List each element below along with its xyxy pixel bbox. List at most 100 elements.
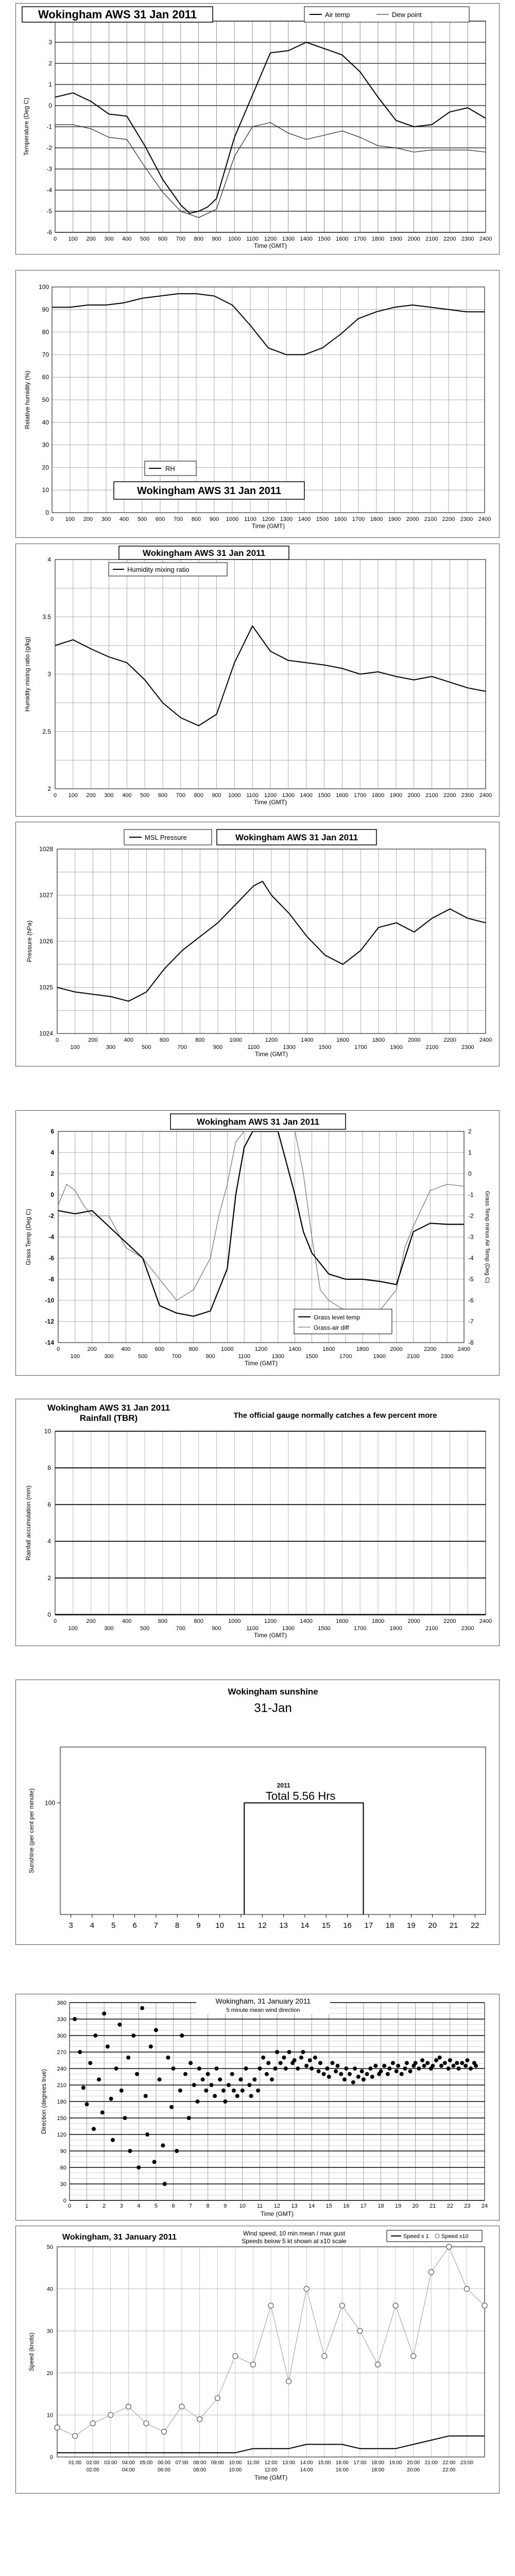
chart-title-box xyxy=(216,829,377,845)
wind-direction-point xyxy=(240,2088,245,2093)
x-tick-label: 1800 xyxy=(372,792,384,799)
legend xyxy=(386,2230,483,2242)
x-tick-label: 20 xyxy=(428,1921,437,1930)
x-tick-label: 21 xyxy=(430,2203,436,2209)
y-tick-label: 30 xyxy=(47,2328,53,2334)
wind-direction-point xyxy=(292,2058,297,2062)
wind-direction-point xyxy=(321,2072,326,2076)
x-tick-label: 20:00 xyxy=(407,2467,420,2473)
chart-subtitle: Wind speed, 10 min mean / max gust xyxy=(243,2230,346,2237)
wind-direction-point xyxy=(446,2066,451,2071)
legend-label-dew-point: Dew point xyxy=(392,11,422,19)
x-tick-label: 2300 xyxy=(460,516,473,522)
x-tick-label: 1300 xyxy=(283,1044,295,1050)
series-speed-x10-marker xyxy=(464,2285,470,2292)
x-tick-label: 20:00 xyxy=(407,2460,420,2466)
plot-area xyxy=(57,2246,485,2458)
x-tick-label: 1800 xyxy=(372,236,384,242)
plot-area xyxy=(52,286,485,513)
wind-direction-point xyxy=(73,2017,77,2021)
wind-direction-point xyxy=(353,2066,357,2071)
wind-direction-point xyxy=(230,2072,234,2076)
chart-title-box xyxy=(113,481,305,500)
wind-direction-point xyxy=(100,2110,105,2115)
y-tick-label: 2 xyxy=(48,60,52,67)
y-tick-label: 20 xyxy=(42,464,49,471)
wind-direction-point xyxy=(310,2066,314,2071)
series-speed-x10-marker xyxy=(250,2361,256,2368)
x-tick-label: 17 xyxy=(360,2203,367,2209)
chart-grass-temperature: 6 4 2 0 -2 -4 -6 -8 -10 -12 -14 2 1 0 -1 -2 -3 -4 -5 -6 -7 -8… xyxy=(15,1110,500,1376)
x-tick-label: 700 xyxy=(174,516,183,522)
wind-direction-point xyxy=(464,2063,468,2068)
x-tick-label: 1800 xyxy=(370,516,383,522)
wind-direction-point xyxy=(258,2066,262,2071)
x-tick-label: 06:00 xyxy=(158,2460,170,2466)
wind-direction-point xyxy=(282,2055,286,2060)
y-tick-label: 1027 xyxy=(39,892,53,899)
wind-direction-point xyxy=(431,2063,435,2068)
wind-direction-point xyxy=(330,2061,335,2065)
x-tick-label: 1000 xyxy=(229,1037,242,1043)
wind-direction-point xyxy=(313,2055,317,2060)
wind-direction-point xyxy=(385,2072,390,2076)
series-speed-x10-marker xyxy=(410,2353,417,2359)
y-tick-label: 0 xyxy=(50,1191,54,1198)
series-msl-pressure xyxy=(57,880,486,1002)
x-tick-label: 2400 xyxy=(458,1346,470,1352)
y-tick-label: 0 xyxy=(63,2198,66,2204)
y-axis-label: Humidity mixing ratio (g/kg) xyxy=(24,637,31,711)
y-tick-label: -1 xyxy=(46,123,52,130)
y-tick-label: 120 xyxy=(57,2132,66,2138)
chart-title: Wokingham, 31 January 2011 xyxy=(62,2233,177,2242)
x-tick-label: 2300 xyxy=(461,792,474,799)
x-tick-label: 900 xyxy=(212,236,221,242)
y-tick-label: 150 xyxy=(57,2115,66,2122)
y-axis-label: Temperature (Deg C) xyxy=(23,98,30,156)
mixing-ratio-chart-svg: 4 3.5 3 2.5 20 100 200 300 400 500 600 700 800 900 100… xyxy=(24,546,492,806)
y-tick-label: 80 xyxy=(42,329,49,336)
y-tick-label: 2 xyxy=(47,785,51,792)
wind-direction-point xyxy=(316,2069,321,2074)
x-tick-label: 1800 xyxy=(356,1346,369,1352)
y-tick-label: -5 xyxy=(46,208,52,215)
x-tick-label: 4 xyxy=(90,1921,94,1930)
wind-direction-point xyxy=(195,2099,200,2104)
y-tick-label: -10 xyxy=(45,1297,55,1304)
wind-direction-point xyxy=(474,2063,478,2068)
y-tick-label: 100 xyxy=(39,283,49,291)
chart-wind-speed: 50 40 30 20 10 0 01:00 02:00 03:00 04:00 05:00 06:0… xyxy=(15,2226,500,2494)
x-tick-label: 18:00 xyxy=(371,2467,384,2473)
wind-direction-point xyxy=(351,2080,355,2084)
wind-direction-point xyxy=(111,2138,115,2142)
series-speed-x10-marker xyxy=(339,2302,345,2309)
wind-direction-point xyxy=(205,2072,210,2076)
x-tick-label: 1900 xyxy=(390,1625,402,1632)
wind-direction-point xyxy=(209,2083,214,2087)
y-tick-label: -6 xyxy=(48,1255,54,1262)
wind-direction-point xyxy=(153,2028,158,2032)
wind-direction-point xyxy=(413,2061,418,2065)
x-tick-label: 0 xyxy=(57,1346,60,1352)
y-tick-label: 360 xyxy=(57,2000,66,2006)
x-tick-label: 19 xyxy=(395,2203,401,2209)
plot-area xyxy=(57,849,486,1034)
chart-title: Wokingham, 31 January 2011 xyxy=(216,1997,311,2005)
x-tick-label: 400 xyxy=(122,1618,131,1624)
x-tick-label: 18 xyxy=(386,1921,394,1930)
wind-direction-point xyxy=(365,2072,369,2076)
x-tick-label: 300 xyxy=(104,236,113,242)
x-tick-label: 2200 xyxy=(443,236,456,242)
x-tick-label: 1600 xyxy=(336,1037,349,1043)
y-tick-label: 40 xyxy=(47,2286,53,2293)
wind-direction-point xyxy=(140,2006,145,2010)
wind-direction-point xyxy=(221,2088,226,2093)
x-axis-label: Time (GMT) xyxy=(252,522,285,530)
y-tick-label: 1028 xyxy=(39,845,53,853)
wind-direction-point xyxy=(213,2094,217,2098)
wind-direction-point xyxy=(166,2055,170,2060)
x-tick-label: 12:00 xyxy=(264,2460,277,2466)
y-tick-label: 3 xyxy=(47,671,51,678)
x-tick-label: 10 xyxy=(215,1921,224,1930)
y-tick-label: 4 xyxy=(47,1538,51,1545)
